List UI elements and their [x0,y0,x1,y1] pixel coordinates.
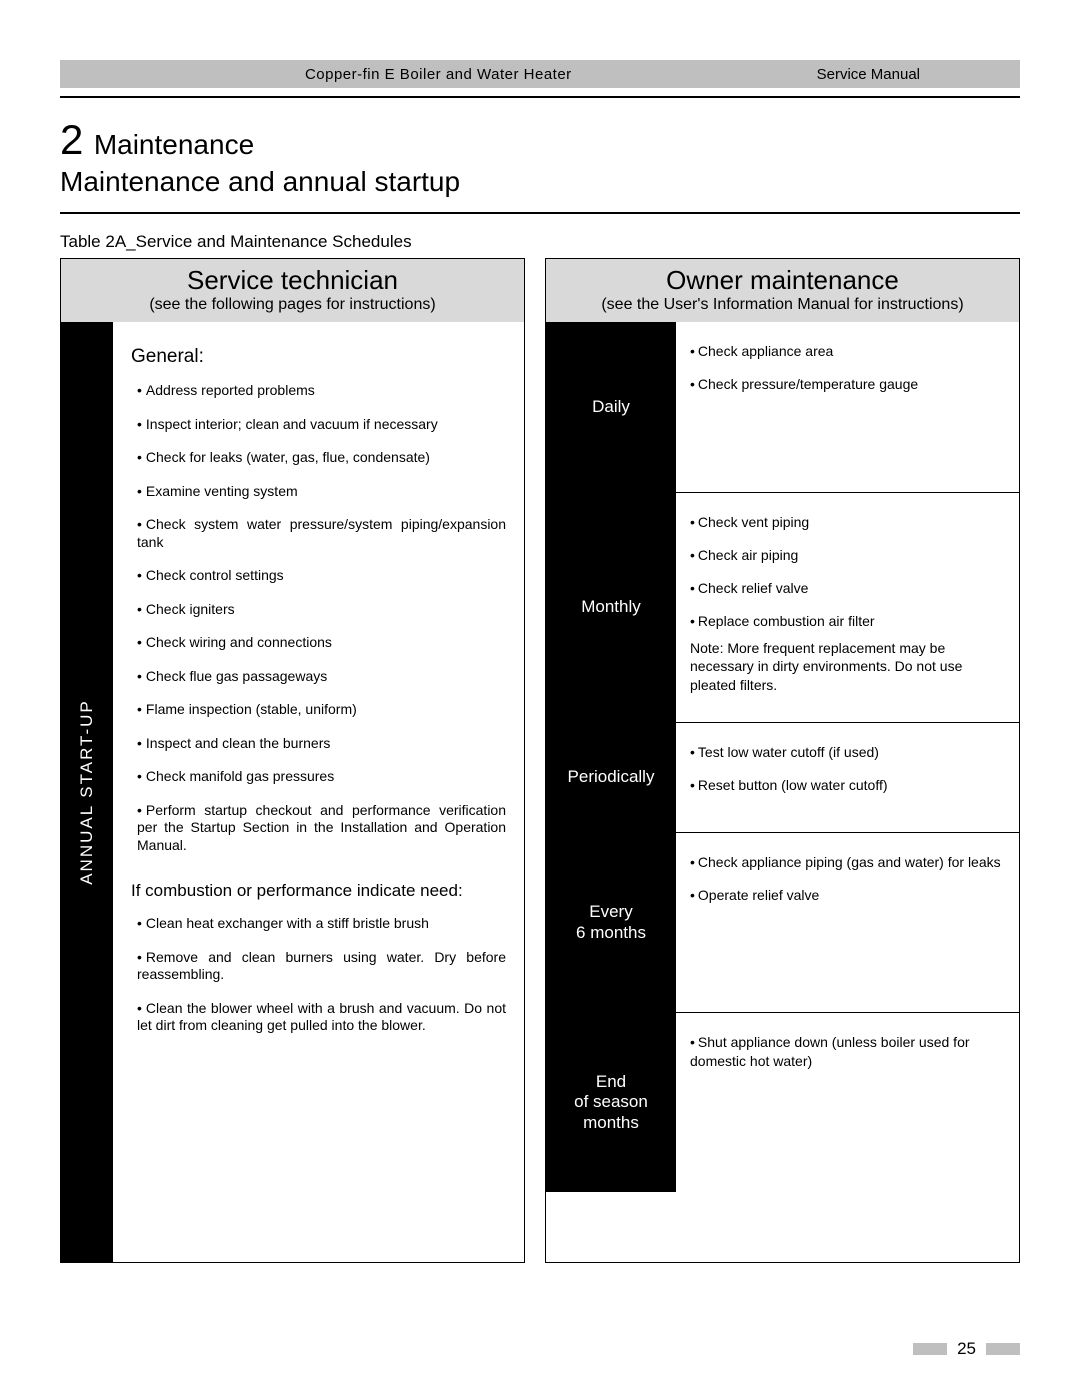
section-number: 2 [60,116,83,163]
owner-row-label: Periodically [546,723,676,832]
owner-subtitle: (see the User's Information Manual for i… [552,296,1013,314]
owner-row: Every6 months Check appliance piping (gas… [546,832,1019,1012]
general-item: Check for leaks (water, gas, flue, conde… [137,449,506,467]
general-item: Address reported problems [137,382,506,400]
owner-row-items: Check vent piping Check air piping Check r… [676,493,1019,722]
general-item: Inspect interior; clean and vacuum if ne… [137,416,506,434]
combustion-heading: If combustion or performance indicate ne… [131,880,506,901]
owner-row-label: Monthly [546,493,676,722]
general-item: Check system water pressure/system pipin… [137,516,506,551]
owner-item: Shut appliance down (unless boiler used … [690,1033,1001,1071]
footer-bar-right [986,1343,1020,1355]
doc-type: Service Manual [817,66,1020,83]
section-title: Maintenance [94,129,254,160]
owner-row-label: Endof seasonmonths [546,1013,676,1192]
page-number: 25 [957,1339,976,1359]
general-item: Check control settings [137,567,506,585]
owner-item: Check appliance area [690,342,1001,361]
combustion-item: Remove and clean burners using water. Dr… [137,949,506,984]
page-footer: 25 [913,1339,1020,1359]
page: Copper-fin E Boiler and Water Heater Ser… [0,0,1080,1397]
general-item: Check manifold gas pressures [137,768,506,786]
general-heading: General: [131,346,506,368]
owner-maintenance-panel: Owner maintenance (see the User's Inform… [545,258,1020,1263]
general-item: Check wiring and connections [137,634,506,652]
owner-item: Operate relief valve [690,886,1001,905]
general-item: Inspect and clean the burners [137,735,506,753]
owner-item: Replace combustion air filter [690,612,1001,631]
owner-item: Check air piping [690,546,1001,565]
owner-item: Check pressure/temperature gauge [690,375,1001,394]
general-list: Address reported problems Inspect interio… [131,382,506,854]
general-item: Perform startup checkout and performance… [137,802,506,855]
table-caption: Table 2A_Service and Maintenance Schedul… [60,232,1020,252]
owner-row-items: Check appliance piping (gas and water) f… [676,833,1019,1012]
general-item: Flame inspection (stable, uniform) [137,701,506,719]
section-subtitle: Maintenance and annual startup [60,166,1020,198]
general-item: Check igniters [137,601,506,619]
owner-item: Reset button (low water cutoff) [690,776,1001,795]
general-item: Check flue gas passageways [137,668,506,686]
owner-body: Daily Check appliance area Check pressure/… [546,322,1019,1192]
owner-item: Check appliance piping (gas and water) f… [690,853,1001,872]
service-technician-panel: Service technician (see the following pa… [60,258,525,1263]
owner-row-items: Shut appliance down (unless boiler used … [676,1013,1019,1192]
rule-top [60,96,1020,98]
panels: Service technician (see the following pa… [60,258,1020,1263]
product-name: Copper-fin E Boiler and Water Heater [60,66,817,83]
service-title: Service technician [67,265,518,296]
owner-row-items: Test low water cutoff (if used) Reset but… [676,723,1019,832]
footer-bar-left [913,1343,947,1355]
general-item: Examine venting system [137,483,506,501]
service-body: ANNUAL START-UP General: Address reporte… [61,322,524,1262]
rule-mid [60,212,1020,214]
owner-row: Monthly Check vent piping Check air piping… [546,492,1019,722]
owner-row: PeriodicallyTest low water cutoff (if us… [546,722,1019,832]
owner-title: Owner maintenance [552,265,1013,296]
owner-item: Check vent piping [690,513,1001,532]
owner-note: Note: More frequent replacement may be n… [690,639,1001,696]
owner-row-label: Daily [546,322,676,492]
combustion-item: Clean heat exchanger with a stiff bristl… [137,915,506,933]
annual-startup-text: ANNUAL START-UP [77,699,97,885]
owner-row: Endof seasonmonths Shut appliance down (u… [546,1012,1019,1192]
owner-item: Test low water cutoff (if used) [690,743,1001,762]
owner-row-label: Every6 months [546,833,676,1012]
service-panel-head: Service technician (see the following pa… [61,259,524,322]
service-content: General: Address reported problems Inspec… [113,322,524,1262]
owner-row-items: Check appliance area Check pressure/tempe… [676,322,1019,492]
service-subtitle: (see the following pages for instruction… [67,296,518,314]
annual-startup-vlabel: ANNUAL START-UP [61,322,113,1262]
combustion-list: Clean heat exchanger with a stiff bristl… [131,915,506,1035]
combustion-item: Clean the blower wheel with a brush and … [137,1000,506,1035]
owner-row: Daily Check appliance area Check pressure/… [546,322,1019,492]
section-heading: 2 Maintenance Maintenance and annual sta… [60,116,1020,198]
owner-panel-head: Owner maintenance (see the User's Inform… [546,259,1019,322]
owner-item: Check relief valve [690,579,1001,598]
header-bar: Copper-fin E Boiler and Water Heater Ser… [60,60,1020,88]
